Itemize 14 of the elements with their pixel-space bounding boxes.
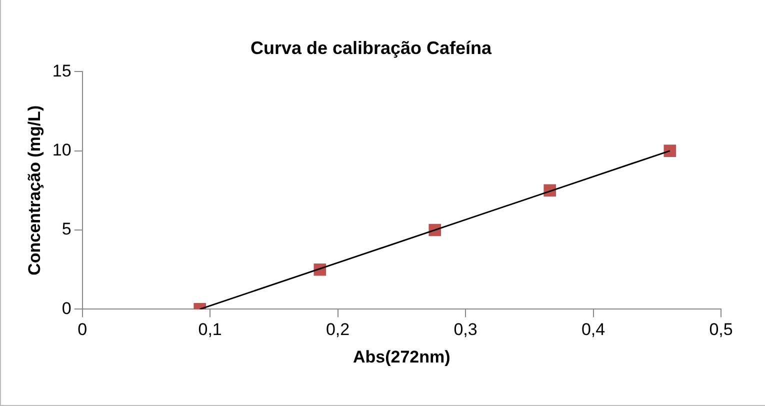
x-axis-title: Abs(272nm) [353,347,450,366]
x-tick-label: 0,2 [326,320,350,340]
y-tick-label: 0 [62,298,72,318]
y-tick-label: 10 [52,140,72,160]
chart-title: Curva de calibração Cafeína [250,38,493,58]
x-tick-label: 0,5 [709,320,733,340]
y-tick-label: 5 [62,220,72,239]
x-tick-label: 0,1 [198,320,222,340]
y-axis-title: Concentração (mg/L) [24,105,44,276]
x-tick-label: 0,4 [581,320,606,340]
y-tick-label: 15 [52,61,72,80]
point [664,144,676,157]
x-tick-label: 0 [78,320,88,340]
x-tick-label: 0,3 [454,320,478,340]
